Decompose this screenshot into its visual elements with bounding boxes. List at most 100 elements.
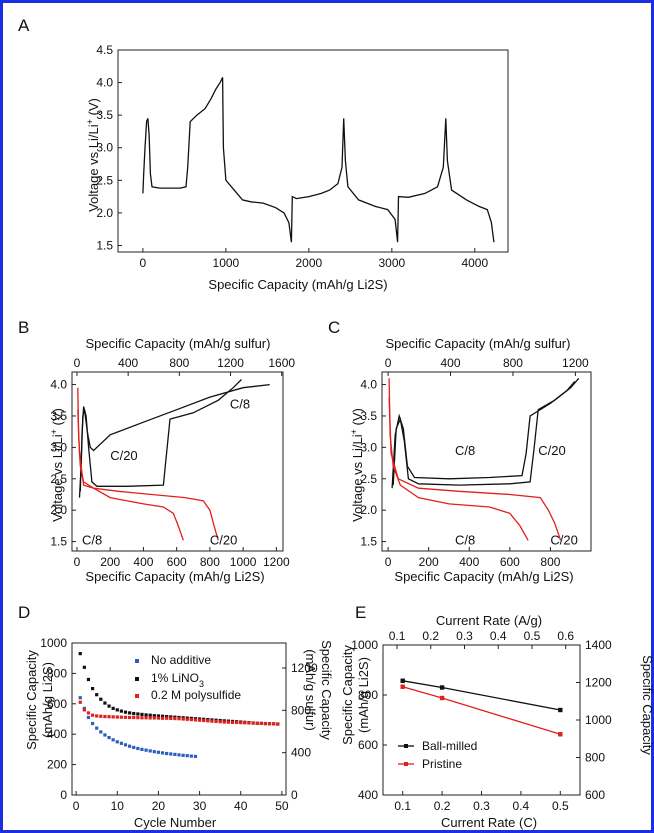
- panel-b-y-axis-label: Voltage vs Li/Li+ (V): [49, 408, 65, 522]
- panel-c-plot-frame: [381, 371, 592, 552]
- panel-d-point-0-2-m-polysulfide: [276, 722, 280, 726]
- panel-d-point-0-2-m-polysulfide: [132, 715, 136, 720]
- panel-d-point-0-2-m-polysulfide: [136, 716, 140, 720]
- panel-d-y2-tick-label: 400: [291, 746, 311, 760]
- panel-d-point-0-2-m-polysulfide: [243, 721, 247, 725]
- panel-d-point-no-additive: [148, 749, 152, 753]
- panel-c-series-c-20-discharge: [388, 397, 562, 541]
- panel-b-series-c-20-discharge: [77, 409, 219, 541]
- panel-d-legend-marker: [135, 694, 139, 698]
- panel-a-y-axis-label: Voltage vs Li/Li+ (V): [85, 98, 101, 212]
- panel-c-x-tick-label: 600: [500, 555, 520, 569]
- panel-a-x-tick-label: 2000: [295, 256, 322, 270]
- panel-d-point-no-additive: [185, 754, 189, 758]
- panel-b-top-axis-label: Specific Capacity (mAh/g sulfur): [86, 336, 271, 351]
- panel-d-point-0-2-m-polysulfide: [148, 716, 152, 720]
- panel-d-plot-frame: [71, 642, 287, 796]
- panel-e-x-tick-label: 0.5: [552, 799, 569, 813]
- panel-d-point-no-additive: [128, 744, 132, 748]
- panel-e-legend-label: Ball-milled: [422, 739, 477, 753]
- panel-d-point-0-2-m-polysulfide: [123, 715, 128, 719]
- panel-e-x-tick-label: 0.2: [434, 799, 451, 813]
- panel-d-point-1-lino3: [90, 687, 95, 691]
- panel-e-y-axis-label-line1: Specific Capacity: [340, 645, 355, 745]
- panel-e-point-pristine: [558, 732, 563, 737]
- panel-b-series-c-20-charge: [79, 379, 242, 492]
- panel-c-series-c-8-charge: [391, 380, 576, 489]
- panel-d-x-tick-label: 10: [111, 799, 125, 813]
- panel-d-point-1-lino3: [144, 713, 148, 717]
- panel-d-point-1-lino3: [160, 714, 165, 718]
- panel-d-point-1-lino3: [111, 706, 115, 710]
- panel-c-y-tick-label: 3.0: [360, 440, 377, 454]
- panel-a-y-tick-label: 3.5: [96, 108, 113, 122]
- panel-a-x-tick-label: 3000: [378, 256, 405, 270]
- panel-e-x-tick-label: 0.1: [394, 799, 411, 813]
- panel-c-y-axis-label: Voltage vs Li/Li+ (V): [349, 408, 365, 522]
- panel-d-y-axis-label-line1: Specific Capacity: [24, 650, 39, 750]
- panel-d-point-no-additive: [78, 696, 82, 700]
- panel-d-x-axis-label: Cycle Number: [134, 815, 217, 830]
- panel-e-point-ball-milled: [400, 678, 405, 683]
- panel-d-point-0-2-m-polysulfide: [206, 719, 210, 723]
- panel-d-y2-tick-label: 0: [291, 788, 298, 802]
- panel-d-point-no-additive: [99, 730, 103, 734]
- panel-d-point-0-2-m-polysulfide: [263, 721, 268, 726]
- panel-d-point-0-2-m-polysulfide: [173, 716, 177, 721]
- panel-e-y2-axis-label: Specific Capacity: [640, 655, 654, 755]
- panel-d-point-1-lino3: [115, 708, 119, 712]
- panel-a-voltage-curve: [142, 77, 495, 243]
- panel-d-point-no-additive: [177, 753, 181, 757]
- panel-b-x-tick-label: 1000: [230, 555, 257, 569]
- panel-e-y-tick-label: 800: [358, 688, 378, 702]
- panel-b-x-tick-label: 0: [74, 555, 81, 569]
- panel-c-annotation: C/8: [455, 533, 475, 548]
- panel-d-point-no-additive: [115, 740, 119, 744]
- panel-d-point-0-2-m-polysulfide: [226, 720, 230, 724]
- panel-c: Specific Capacity (mAh/g sulfur) Voltage…: [349, 336, 592, 584]
- panel-d-point-1-lino3: [132, 711, 136, 716]
- panel-d-point-0-2-m-polysulfide: [115, 715, 119, 719]
- panel-d-point-no-additive: [165, 751, 169, 756]
- panel-d-point-0-2-m-polysulfide: [119, 715, 123, 719]
- panel-d-y-tick-label: 1000: [40, 636, 67, 650]
- panel-d-point-1-lino3: [128, 711, 132, 715]
- panel-b-y-tick-label: 3.0: [50, 440, 67, 454]
- panel-e-top-axis-label: Current Rate (A/g): [436, 613, 542, 628]
- panel-d-point-0-2-m-polysulfide: [86, 711, 91, 715]
- panel-d-x-tick-label: 30: [193, 799, 207, 813]
- panel-e-y-tick-label: 600: [358, 738, 378, 752]
- panel-d-point-0-2-m-polysulfide: [214, 719, 218, 724]
- panel-d-point-1-lino3: [152, 714, 156, 718]
- panel-c-annotation: C/20: [538, 443, 565, 458]
- panel-d-point-0-2-m-polysulfide: [193, 718, 198, 722]
- panel-d-point-1-lino3: [86, 677, 91, 682]
- panel-b: Specific Capacity (mAh/g sulfur) Voltage…: [49, 336, 295, 584]
- panel-c-y-tick-label: 2.5: [360, 472, 377, 486]
- panel-d-legend-label: 0.2 M polysulfide: [151, 688, 241, 702]
- panel-d-y2-tick-label: 1200: [291, 661, 318, 675]
- panel-d-point-0-2-m-polysulfide: [202, 718, 206, 723]
- panel-c-x-tick-label: 200: [419, 555, 439, 569]
- panel-b-y-tick-label: 1.5: [50, 535, 67, 549]
- panel-d-point-0-2-m-polysulfide: [107, 715, 111, 719]
- panel-c-x-axis-label: Specific Capacity (mAh/g Li2S): [394, 569, 573, 584]
- panel-d-point-0-2-m-polysulfide: [230, 720, 235, 724]
- panel-b-annotation: C/8: [230, 396, 250, 411]
- panel-e-legend-label: Pristine: [422, 757, 462, 771]
- panel-e-line-pristine: [402, 686, 561, 735]
- panel-d-point-0-2-m-polysulfide: [128, 715, 132, 720]
- panel-c-series-c-8-discharge: [388, 378, 529, 541]
- panel-d-point-1-lino3: [156, 714, 161, 718]
- panel-d-point-0-2-m-polysulfide: [165, 716, 169, 720]
- panel-d-legend-marker: [135, 659, 139, 663]
- panel-d-point-0-2-m-polysulfide: [160, 716, 165, 720]
- panel-d-point-no-additive: [136, 746, 140, 751]
- panel-e-x-axis-label: Current Rate (C): [441, 815, 537, 830]
- panel-d-point-1-lino3: [95, 693, 99, 697]
- panel-a-y-tick-label: 4.5: [96, 43, 113, 57]
- panel-d-point-0-2-m-polysulfide: [255, 721, 259, 725]
- panel-d-point-1-lino3: [119, 709, 123, 713]
- panel-e-x-tick-label: 0.4: [513, 799, 530, 813]
